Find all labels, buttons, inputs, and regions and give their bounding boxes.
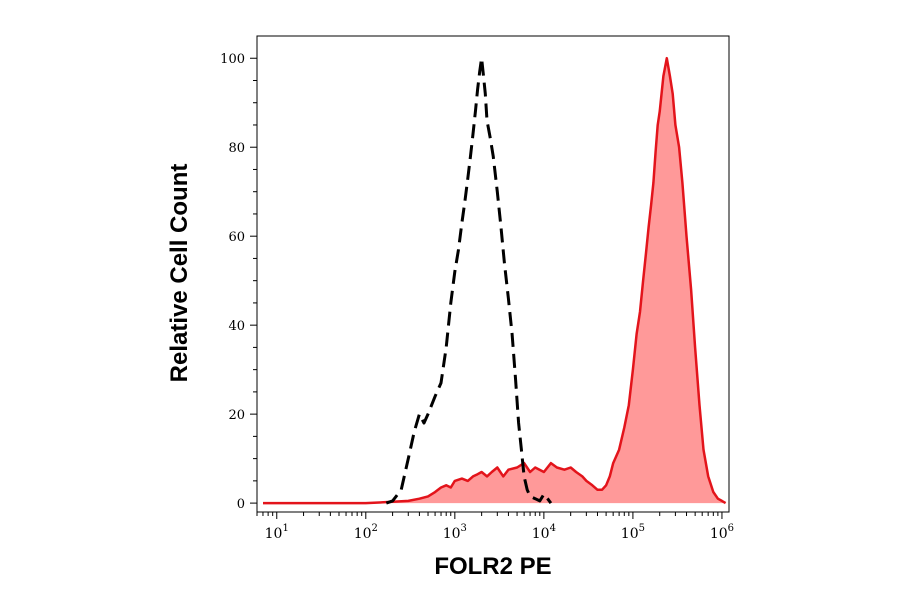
x-tick-label: 101 [265, 523, 289, 542]
y-tick-label: 80 [228, 141, 245, 156]
y-tick-label: 100 [220, 52, 245, 67]
y-tick-label: 40 [228, 319, 245, 334]
x-axis: 101 102 103 104 105 106 [256, 512, 734, 542]
y-tick-label: 60 [228, 230, 245, 245]
series-0-line [385, 56, 553, 505]
series-layer [263, 56, 727, 505]
x-tick-label: 105 [621, 523, 645, 542]
x-tick-label: 106 [710, 523, 734, 542]
x-tick-label: 104 [532, 523, 556, 542]
plot-frame [256, 35, 730, 513]
series-1-area [263, 58, 726, 504]
x-tick-label: 103 [443, 523, 467, 542]
y-axis-title: Relative Cell Count [166, 164, 193, 383]
series-1-line [263, 56, 727, 505]
x-axis-title: FOLR2 PE [434, 553, 551, 580]
y-tick-label: 0 [237, 497, 245, 512]
y-axis: 0 20 40 60 80 100 [220, 52, 257, 512]
y-tick-label: 20 [228, 408, 245, 423]
x-tick-label: 102 [354, 523, 378, 542]
